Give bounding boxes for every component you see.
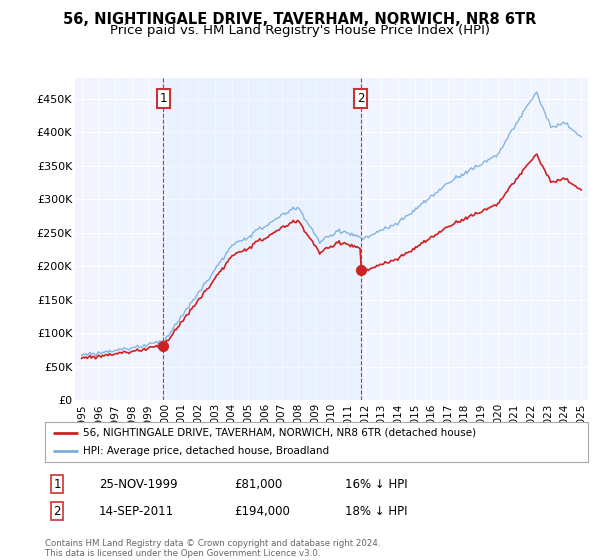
Text: Contains HM Land Registry data © Crown copyright and database right 2024.
This d: Contains HM Land Registry data © Crown c…	[45, 539, 380, 558]
Text: £81,000: £81,000	[234, 478, 282, 491]
Text: Price paid vs. HM Land Registry's House Price Index (HPI): Price paid vs. HM Land Registry's House …	[110, 24, 490, 36]
Text: 56, NIGHTINGALE DRIVE, TAVERHAM, NORWICH, NR8 6TR (detached house): 56, NIGHTINGALE DRIVE, TAVERHAM, NORWICH…	[83, 428, 476, 437]
Text: 1: 1	[160, 92, 167, 105]
Text: 16% ↓ HPI: 16% ↓ HPI	[345, 478, 407, 491]
Text: 1: 1	[53, 478, 61, 491]
Text: 56, NIGHTINGALE DRIVE, TAVERHAM, NORWICH, NR8 6TR: 56, NIGHTINGALE DRIVE, TAVERHAM, NORWICH…	[64, 12, 536, 27]
Bar	[163, 78, 361, 400]
Text: £194,000: £194,000	[234, 505, 290, 518]
Text: 2: 2	[357, 92, 364, 105]
Text: 18% ↓ HPI: 18% ↓ HPI	[345, 505, 407, 518]
Text: HPI: Average price, detached house, Broadland: HPI: Average price, detached house, Broa…	[83, 446, 329, 456]
Text: 2: 2	[53, 505, 61, 518]
Text: 14-SEP-2011: 14-SEP-2011	[99, 505, 174, 518]
Text: 25-NOV-1999: 25-NOV-1999	[99, 478, 178, 491]
